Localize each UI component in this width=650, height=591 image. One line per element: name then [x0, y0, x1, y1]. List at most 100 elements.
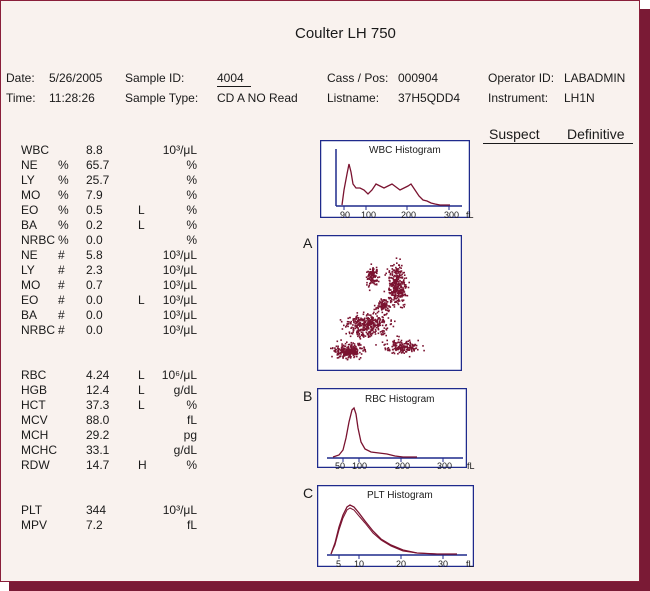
scatter-point: [348, 321, 350, 323]
scatter-point: [381, 324, 384, 327]
scatter-point: [394, 271, 396, 273]
scatter-point: [342, 351, 344, 353]
scatter-point: [401, 291, 404, 294]
scatter-point: [399, 279, 401, 282]
row-name: BA: [21, 218, 38, 232]
scatter-point: [347, 353, 350, 356]
scatter-point: [363, 347, 366, 349]
scatter-point: [362, 313, 365, 316]
scatter-point: [356, 319, 359, 322]
row-subtype: %: [58, 218, 69, 232]
scatter-point: [389, 273, 392, 276]
scatter-point: [362, 350, 364, 352]
scatter-point: [382, 320, 384, 323]
scatter-point: [407, 347, 410, 349]
scatter-point: [349, 357, 352, 359]
scatter-point: [369, 271, 372, 274]
row-flag: L: [138, 218, 145, 232]
scatter-point: [391, 293, 394, 296]
scatter-point: [405, 284, 407, 286]
scatter-point: [383, 303, 386, 306]
scatter-point: [386, 304, 388, 307]
scatter-point: [396, 288, 399, 290]
scatter-point: [402, 281, 404, 284]
scatter-point: [353, 353, 356, 355]
scatter-point: [355, 351, 357, 353]
scatter-point: [404, 287, 407, 289]
scatter-point: [375, 344, 377, 346]
scatter-point: [405, 277, 408, 279]
scatter-point: [398, 287, 401, 290]
scatter-point: [398, 346, 401, 349]
scatter-point: [343, 347, 345, 350]
scatter-point: [366, 281, 368, 284]
scatter-point: [396, 295, 399, 297]
scatter-point: [364, 325, 367, 327]
scatter-point: [404, 345, 407, 348]
scatter-point: [411, 346, 413, 349]
scatter-point: [385, 300, 388, 302]
scatter-point: [371, 274, 373, 276]
scatter-point: [382, 331, 384, 334]
scatter-point: [349, 335, 352, 338]
scatter-point: [395, 301, 398, 303]
scatter-point: [363, 323, 365, 326]
scatter-point: [405, 340, 408, 343]
sample-id-label: Sample ID:: [125, 71, 185, 85]
scatter-point: [402, 289, 404, 291]
row-name: MCV: [21, 413, 48, 427]
scatter-point: [370, 334, 373, 337]
scatter-point: [340, 346, 343, 349]
scatter-point: [372, 279, 374, 281]
scatter-point: [386, 312, 388, 315]
scatter-point: [401, 276, 404, 278]
scatter-point: [399, 283, 402, 285]
scatter-point: [406, 348, 408, 351]
scatter-point: [381, 302, 383, 304]
scatter-point: [401, 306, 404, 309]
plt-tick-fl: fL: [466, 559, 474, 569]
scatter-point: [342, 346, 344, 348]
scatter-point: [337, 345, 339, 348]
scatter-point: [375, 326, 378, 329]
scatter-point: [397, 291, 399, 294]
rbc-curve: [332, 406, 417, 458]
scatter-point: [361, 335, 364, 337]
scatter-point: [353, 318, 356, 320]
scatter-point: [348, 350, 351, 353]
scatter-point: [400, 342, 403, 344]
scatter-point: [351, 349, 354, 352]
scatter-point: [392, 279, 395, 281]
scatter-point: [391, 274, 394, 277]
scatter-point: [401, 293, 404, 296]
scatter-point: [385, 334, 387, 337]
scatter-point: [363, 348, 365, 351]
scatter-point: [393, 347, 396, 350]
scatter-point: [389, 300, 392, 302]
scatter-point: [379, 301, 382, 304]
scatter-point: [366, 314, 368, 316]
scatter-point: [367, 325, 369, 328]
scatter-point: [372, 272, 374, 274]
row-value: 0.2: [86, 218, 103, 232]
scatter-point: [384, 343, 386, 346]
scatter-point: [393, 352, 396, 355]
scatter-point: [373, 304, 376, 307]
scatter-point: [389, 285, 391, 287]
scatter-point: [400, 274, 402, 277]
scatter-point: [415, 347, 418, 349]
scatter-point: [348, 343, 351, 346]
scatter-point: [392, 284, 395, 286]
scatter-point: [396, 342, 398, 344]
scatter-point: [338, 355, 341, 358]
rbc-tick-50: 50: [335, 461, 346, 471]
scatter-point: [403, 281, 406, 284]
scatter-point: [357, 318, 360, 321]
scatter-point: [388, 279, 391, 282]
scatter-point: [402, 351, 404, 353]
scatter-point: [359, 335, 361, 338]
scatter-point: [351, 326, 353, 329]
time-value: 11:28:26: [49, 91, 95, 105]
scatter-point: [346, 341, 348, 343]
scatter-point: [389, 292, 391, 294]
